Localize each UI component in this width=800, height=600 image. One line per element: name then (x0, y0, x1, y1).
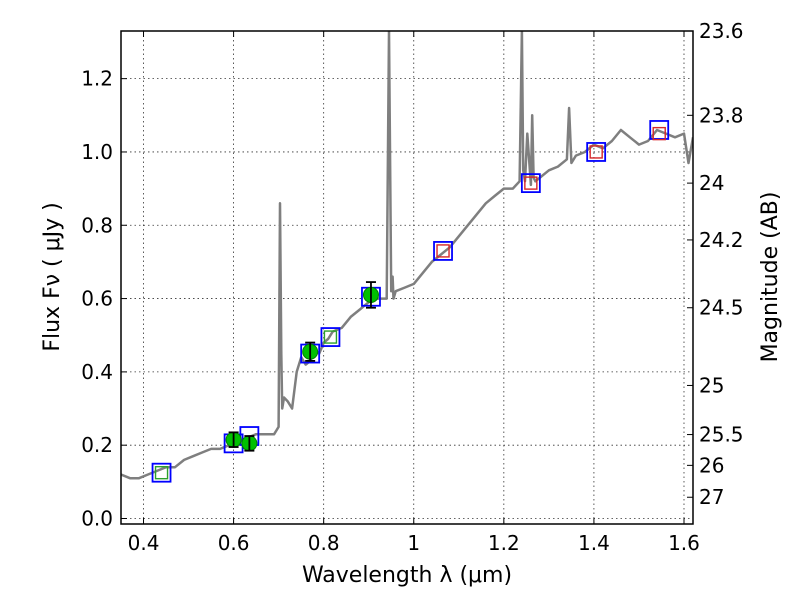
right-tick-label: 25.5 (699, 423, 744, 447)
photometry-square (433, 241, 453, 261)
photometry-square (320, 327, 341, 347)
right-axis-label: Magnitude (AB) (758, 192, 783, 363)
right-tick-label: 23.8 (699, 103, 744, 127)
photometry-square (652, 126, 666, 141)
right-tick-label: 24 (699, 171, 724, 195)
x-tick-label: 1.2 (488, 531, 520, 555)
plot-data (121, 31, 693, 483)
right-tick-label: 23.6 (699, 19, 744, 43)
right-tick-label: 26 (699, 453, 724, 477)
y-tick-label: 0.8 (81, 213, 113, 237)
photometry-square (524, 176, 538, 190)
plot-frame (120, 30, 694, 525)
x-axis-label: Wavelength λ (μm) (302, 563, 512, 588)
photometry-square (151, 462, 172, 483)
right-tick-label: 25 (699, 373, 724, 397)
right-tick-label: 27 (699, 485, 724, 509)
spectrum-line (121, 31, 693, 480)
x-tick-label: 1.6 (668, 531, 700, 555)
photometry-square (323, 330, 338, 344)
axes: 0.4 0.6 0.8 1 1.2 1.4 1.6 0.0 0.2 0.4 0.6 0.8 1.0 1.2… (81, 19, 743, 555)
photometry-square (154, 465, 169, 480)
x-tick-label: 0.4 (128, 531, 160, 555)
x-tick-label: 1.4 (578, 531, 610, 555)
right-tick-label: 24.2 (699, 228, 744, 252)
y-tick-label: 1.0 (81, 140, 113, 164)
y-tick-label: 0.0 (81, 507, 113, 531)
y-tick-label: 1.2 (81, 67, 113, 91)
photometry-square (589, 145, 603, 159)
y-tick-label: 0.2 (81, 433, 113, 457)
photometry-square (586, 142, 607, 162)
right-tick-label: 24.5 (699, 296, 744, 320)
y-tick-label: 0.4 (81, 360, 113, 384)
photometry-square (520, 173, 541, 194)
y-axis-label: Flux Fν ( μJy ) (40, 202, 65, 351)
x-tick-label: 1 (407, 531, 420, 555)
photometry-square (436, 244, 450, 258)
x-tick-label: 0.8 (308, 531, 340, 555)
y-tick-label: 0.6 (81, 287, 113, 311)
x-tick-label: 0.6 (218, 531, 250, 555)
